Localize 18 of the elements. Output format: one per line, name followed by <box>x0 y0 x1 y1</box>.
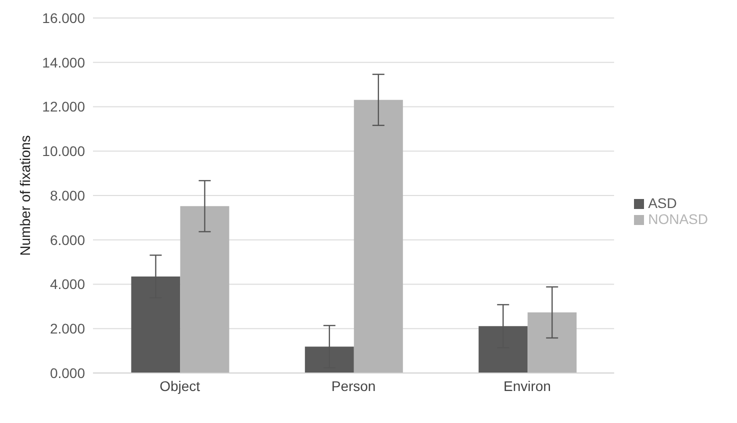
y-tick-label: 4.000 <box>50 276 86 292</box>
y-tick-label: 2.000 <box>50 320 86 337</box>
legend-label: ASD <box>648 194 677 210</box>
y-tick-label: 10.000 <box>42 143 86 160</box>
y-tick-label: 0.000 <box>50 364 86 381</box>
y-tick-label: 16.000 <box>42 10 86 26</box>
bar <box>354 100 403 373</box>
y-tick-label: 8.000 <box>50 187 86 204</box>
y-axis-title: Number of fixations <box>16 135 33 256</box>
x-tick-label: Person <box>331 378 376 394</box>
y-tick-label: 6.000 <box>50 232 86 248</box>
y-tick-label: 12.000 <box>42 98 86 115</box>
bar <box>180 206 230 373</box>
bar <box>528 312 577 373</box>
legend-label: NONASD <box>648 210 708 226</box>
x-tick-label: Object <box>160 378 200 394</box>
y-tick-label: 14.000 <box>42 54 86 70</box>
x-tick-label: Environ <box>504 378 551 394</box>
